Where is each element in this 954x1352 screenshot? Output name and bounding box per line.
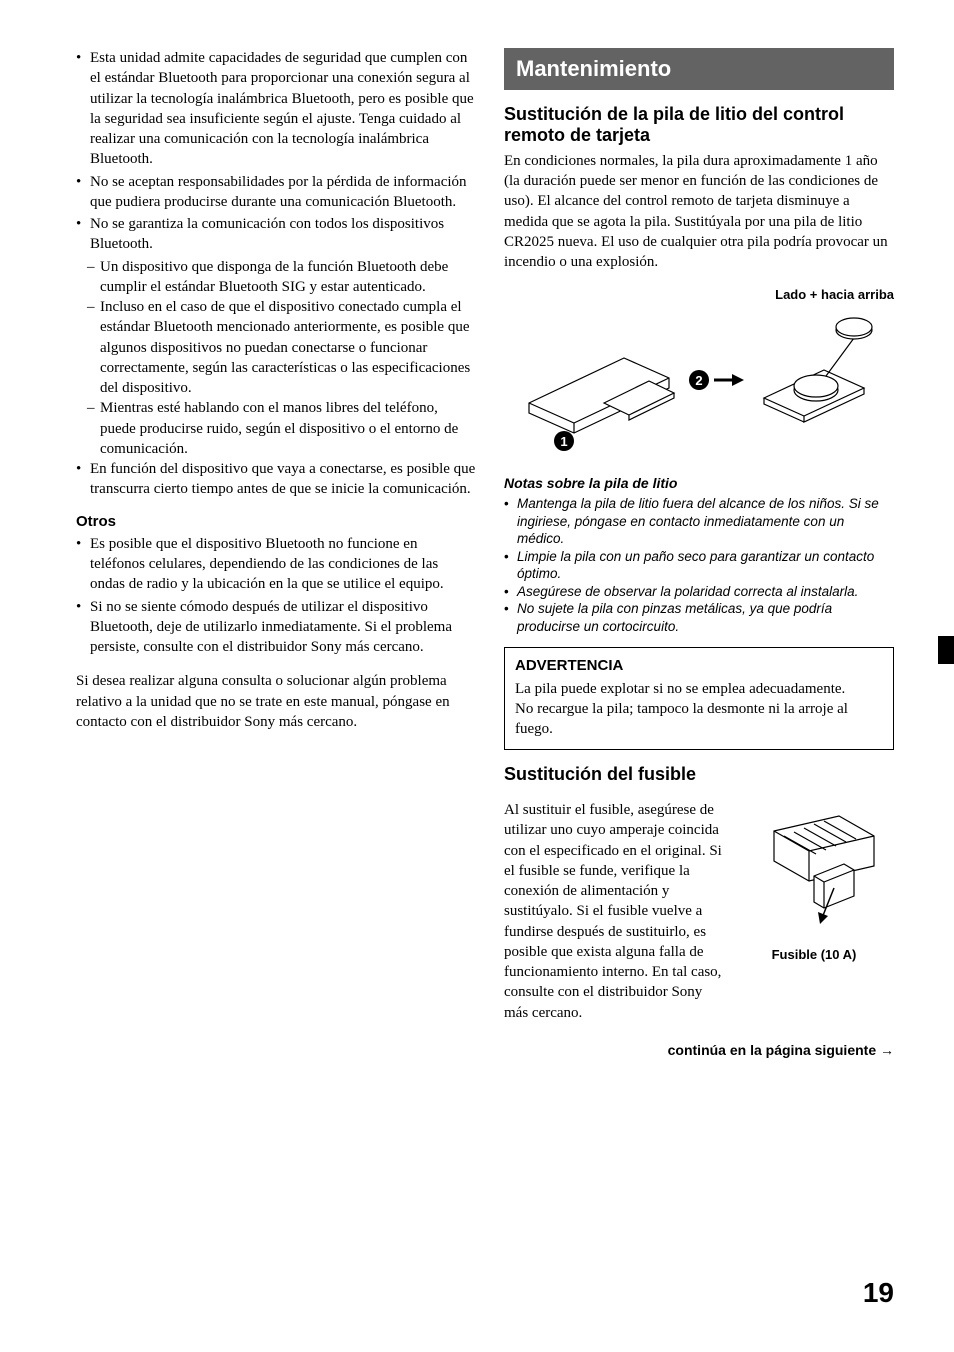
- fuse-image-wrap: Fusible (10 A): [734, 800, 894, 1023]
- dash-item: Un dispositivo que disponga de la funció…: [76, 257, 476, 298]
- arrow-right-icon: →: [880, 1042, 894, 1058]
- battery-replace-body: En condiciones normales, la pila dura ap…: [504, 151, 894, 273]
- dash-item: Incluso en el caso de que el dispositivo…: [76, 297, 476, 398]
- note-item: Limpie la pila con un paño seco para gar…: [504, 548, 894, 583]
- dash-item: Mientras esté hablando con el manos libr…: [76, 398, 476, 459]
- continue-note: continúa en la página siguiente →: [504, 1041, 894, 1060]
- remote-battery-svg: 1 2: [504, 308, 884, 458]
- bullet-item: No se garantiza la comunicación con todo…: [76, 214, 476, 255]
- note-item: No sujete la pila con pinzas metálicas, …: [504, 600, 894, 635]
- bullet-item: No se aceptan responsabilidades por la p…: [76, 172, 476, 213]
- right-column: Mantenimiento Sustitución de la pila de …: [504, 48, 894, 1060]
- diagram-caption: Lado + hacia arriba: [504, 286, 894, 304]
- bullet-item: Esta unidad admite capacidades de seguri…: [76, 48, 476, 170]
- fuse-caption: Fusible (10 A): [734, 946, 894, 964]
- warning-box: ADVERTENCIA La pila puede explotar si no…: [504, 647, 894, 750]
- fuse-body: Al sustituir el fusible, asegúrese de ut…: [504, 800, 724, 1023]
- warning-body: No recargue la pila; tampoco la desmonte…: [515, 699, 883, 740]
- closing-paragraph: Si desea realizar alguna consulta o solu…: [76, 671, 476, 732]
- bullet-item: Es posible que el dispositivo Bluetooth …: [76, 534, 476, 595]
- fuse-section: Al sustituir el fusible, asegúrese de ut…: [504, 800, 894, 1023]
- svg-text:2: 2: [695, 373, 702, 388]
- warning-body: La pila puede explotar si no se emplea a…: [515, 679, 883, 699]
- lithium-notes-title: Notas sobre la pila de litio: [504, 474, 894, 493]
- svg-text:1: 1: [560, 434, 567, 449]
- page-number: 19: [863, 1274, 894, 1312]
- battery-diagram: Lado + hacia arriba 1 2: [504, 286, 894, 464]
- edge-tab: [938, 636, 954, 664]
- maintenance-header: Mantenimiento: [504, 48, 894, 90]
- continue-text: continúa en la página siguiente: [668, 1042, 880, 1058]
- page-columns: Esta unidad admite capacidades de seguri…: [76, 48, 894, 1060]
- note-item: Asegúrese de observar la polaridad corre…: [504, 583, 894, 601]
- bullet-item: En función del dispositivo que vaya a co…: [76, 459, 476, 500]
- bullet-item: Si no se siente cómodo después de utiliz…: [76, 597, 476, 658]
- fuse-title: Sustitución del fusible: [504, 764, 894, 786]
- otros-heading: Otros: [76, 512, 476, 532]
- battery-replace-title: Sustitución de la pila de litio del cont…: [504, 104, 894, 147]
- note-item: Mantenga la pila de litio fuera del alca…: [504, 495, 894, 548]
- warning-title: ADVERTENCIA: [515, 656, 883, 676]
- left-column: Esta unidad admite capacidades de seguri…: [76, 48, 476, 1060]
- fuse-svg: [744, 806, 884, 936]
